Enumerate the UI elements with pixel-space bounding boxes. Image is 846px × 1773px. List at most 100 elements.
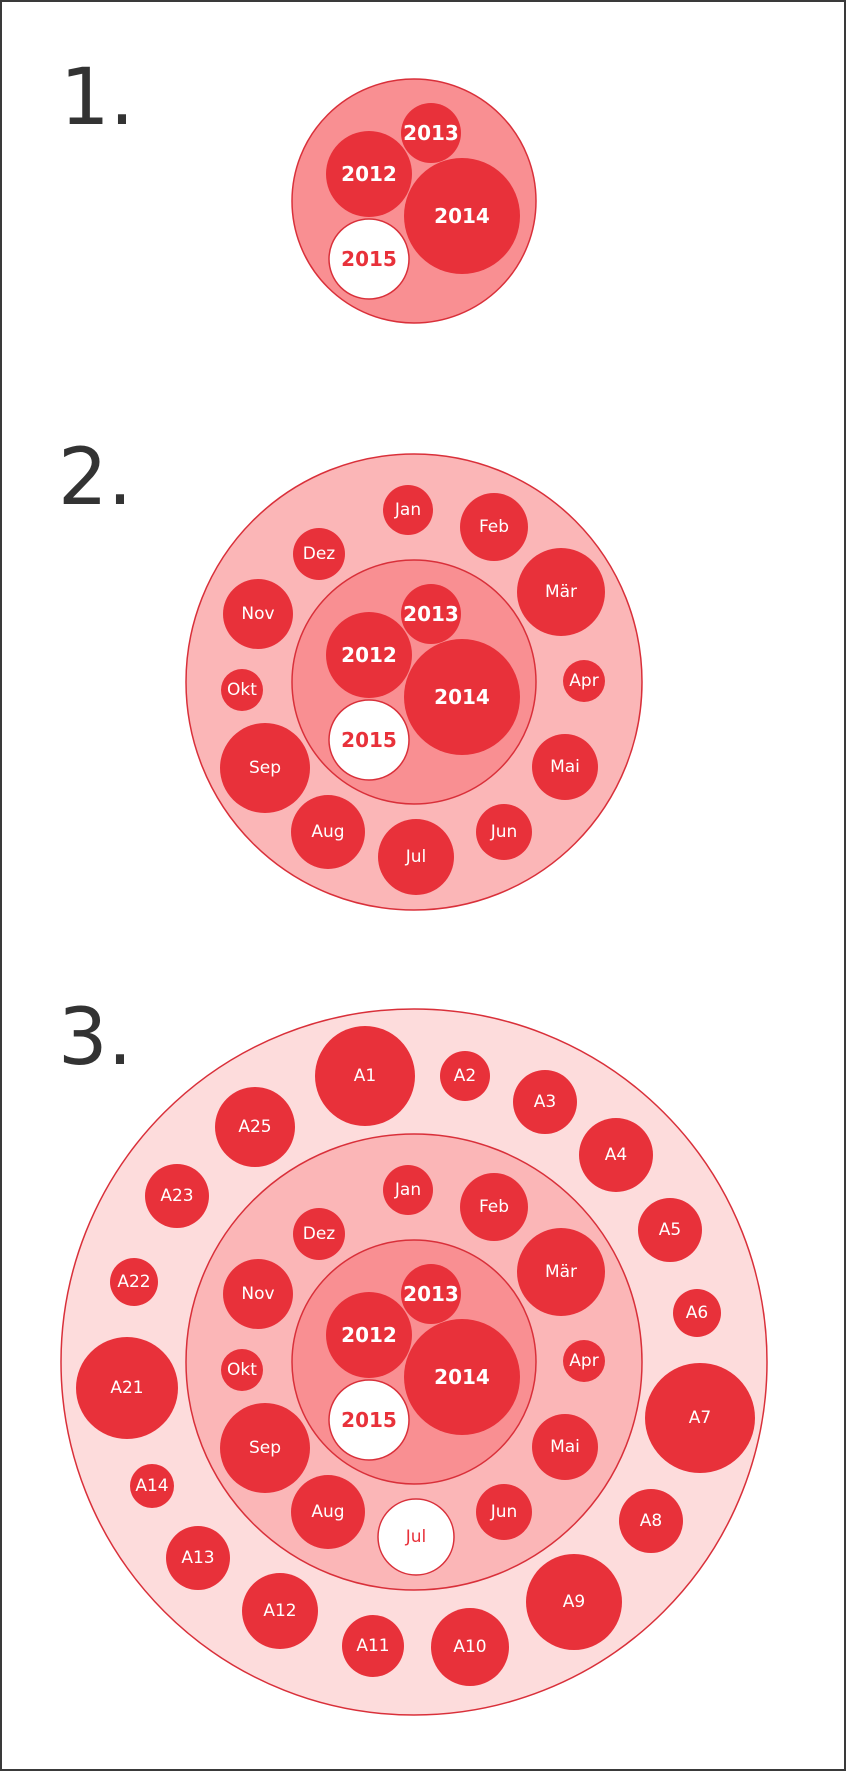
area-bubble-a14 xyxy=(130,1464,174,1508)
month-bubble-feb xyxy=(460,493,528,561)
month-label-feb: Feb xyxy=(479,517,509,537)
area-bubble-a21 xyxy=(76,1337,178,1439)
month-label-jan: Jan xyxy=(394,500,421,520)
step-number-1: 1. xyxy=(60,53,134,143)
area-bubble-a8 xyxy=(619,1489,683,1553)
month-bubble-apr xyxy=(563,660,605,702)
year-label-2013: 2013 xyxy=(403,602,459,626)
year-bubble-2014 xyxy=(404,158,520,274)
area-label-a4: A4 xyxy=(605,1145,627,1165)
month-bubble-dez xyxy=(293,528,345,580)
year-bubble-2012 xyxy=(326,131,412,217)
month-label-aug: Aug xyxy=(311,822,344,842)
year-label-2013: 2013 xyxy=(403,121,459,145)
year-label-2015: 2015 xyxy=(341,247,397,271)
year-bubble-2012 xyxy=(326,1292,412,1378)
area-label-a23: A23 xyxy=(160,1186,193,1206)
area-label-a8: A8 xyxy=(640,1511,662,1531)
month-bubble-mai xyxy=(532,734,598,800)
area-label-a2: A2 xyxy=(454,1066,476,1086)
month-bubble-jan xyxy=(383,485,433,535)
month-label-okt: Okt xyxy=(227,1360,257,1380)
area-bubble-a23 xyxy=(145,1164,209,1228)
year-label-2015: 2015 xyxy=(341,1408,397,1432)
year-bubble-2014 xyxy=(404,639,520,755)
month-bubble-jul xyxy=(377,1498,455,1576)
area-bubble-a25 xyxy=(215,1087,295,1167)
month-label-aug: Aug xyxy=(311,1502,344,1522)
area-label-a7: A7 xyxy=(689,1408,711,1428)
month-label-sep: Sep xyxy=(249,1438,281,1458)
area-bubble-a6 xyxy=(673,1289,721,1337)
month-label-feb: Feb xyxy=(479,1197,509,1217)
month-label-dez: Dez xyxy=(303,544,336,564)
area-bubble-a1 xyxy=(315,1026,415,1126)
month-label-jul: Jul xyxy=(405,847,427,867)
year-label-2013: 2013 xyxy=(403,1282,459,1306)
month-label-jun: Jun xyxy=(490,822,518,842)
year-bubble-2013 xyxy=(401,1264,461,1324)
year-bubble-2015 xyxy=(328,218,410,300)
year-bubble-2012 xyxy=(326,612,412,698)
area-bubble-a5 xyxy=(638,1198,702,1262)
year-bubble-2013 xyxy=(401,584,461,644)
area-label-a9: A9 xyxy=(563,1592,585,1612)
area-label-a1: A1 xyxy=(354,1066,376,1086)
month-bubble-jan xyxy=(383,1165,433,1215)
month-bubble-maer xyxy=(517,1228,605,1316)
area-label-a22: A22 xyxy=(117,1272,150,1292)
area-label-a6: A6 xyxy=(686,1303,708,1323)
month-bubble-aug xyxy=(291,795,365,869)
year-label-2012: 2012 xyxy=(341,162,397,186)
month-bubble-aug xyxy=(291,1475,365,1549)
month-label-okt: Okt xyxy=(227,680,257,700)
area-label-a14: A14 xyxy=(135,1476,168,1496)
month-bubble-sep xyxy=(220,1403,310,1493)
area-label-a10: A10 xyxy=(453,1637,486,1657)
month-label-sep: Sep xyxy=(249,758,281,778)
step-number-3: 3. xyxy=(58,993,132,1083)
year-bubble-2014 xyxy=(404,1319,520,1435)
month-bubble-jun xyxy=(476,1484,532,1540)
year-label-2014: 2014 xyxy=(434,685,490,709)
area-bubble-a10 xyxy=(431,1608,509,1686)
area-bubble-a7 xyxy=(645,1363,755,1473)
month-label-apr: Apr xyxy=(569,1351,598,1371)
area-bubble-a13 xyxy=(166,1526,230,1590)
month-bubble-dez xyxy=(293,1208,345,1260)
year-label-2015: 2015 xyxy=(341,728,397,752)
month-label-nov: Nov xyxy=(241,1284,274,1304)
month-label-maer: Mär xyxy=(545,1262,577,1282)
month-bubble-mai xyxy=(532,1414,598,1480)
area-bubble-a3 xyxy=(513,1070,577,1134)
area-label-a13: A13 xyxy=(181,1548,214,1568)
step-number-2: 2. xyxy=(58,433,132,523)
area-label-a21: A21 xyxy=(110,1378,143,1398)
month-bubble-jun xyxy=(476,804,532,860)
area-bubble-a12 xyxy=(242,1573,318,1649)
year-label-2014: 2014 xyxy=(434,204,490,228)
area-label-a3: A3 xyxy=(534,1092,556,1112)
month-label-apr: Apr xyxy=(569,671,598,691)
month-label-mai: Mai xyxy=(550,757,580,777)
month-bubble-nov xyxy=(223,579,293,649)
area-label-a12: A12 xyxy=(263,1601,296,1621)
month-bubble-nov xyxy=(223,1259,293,1329)
year-bubble-2015 xyxy=(328,1379,410,1461)
month-label-dez: Dez xyxy=(303,1224,336,1244)
month-bubble-apr xyxy=(563,1340,605,1382)
area-bubble-a9 xyxy=(526,1554,622,1650)
month-label-jan: Jan xyxy=(394,1180,421,1200)
year-label-2014: 2014 xyxy=(434,1365,490,1389)
year-label-2012: 2012 xyxy=(341,643,397,667)
area-bubble-a11 xyxy=(342,1615,404,1677)
month-label-mai: Mai xyxy=(550,1437,580,1457)
area-label-a11: A11 xyxy=(356,1636,389,1656)
year-label-2012: 2012 xyxy=(341,1323,397,1347)
month-label-maer: Mär xyxy=(545,582,577,602)
